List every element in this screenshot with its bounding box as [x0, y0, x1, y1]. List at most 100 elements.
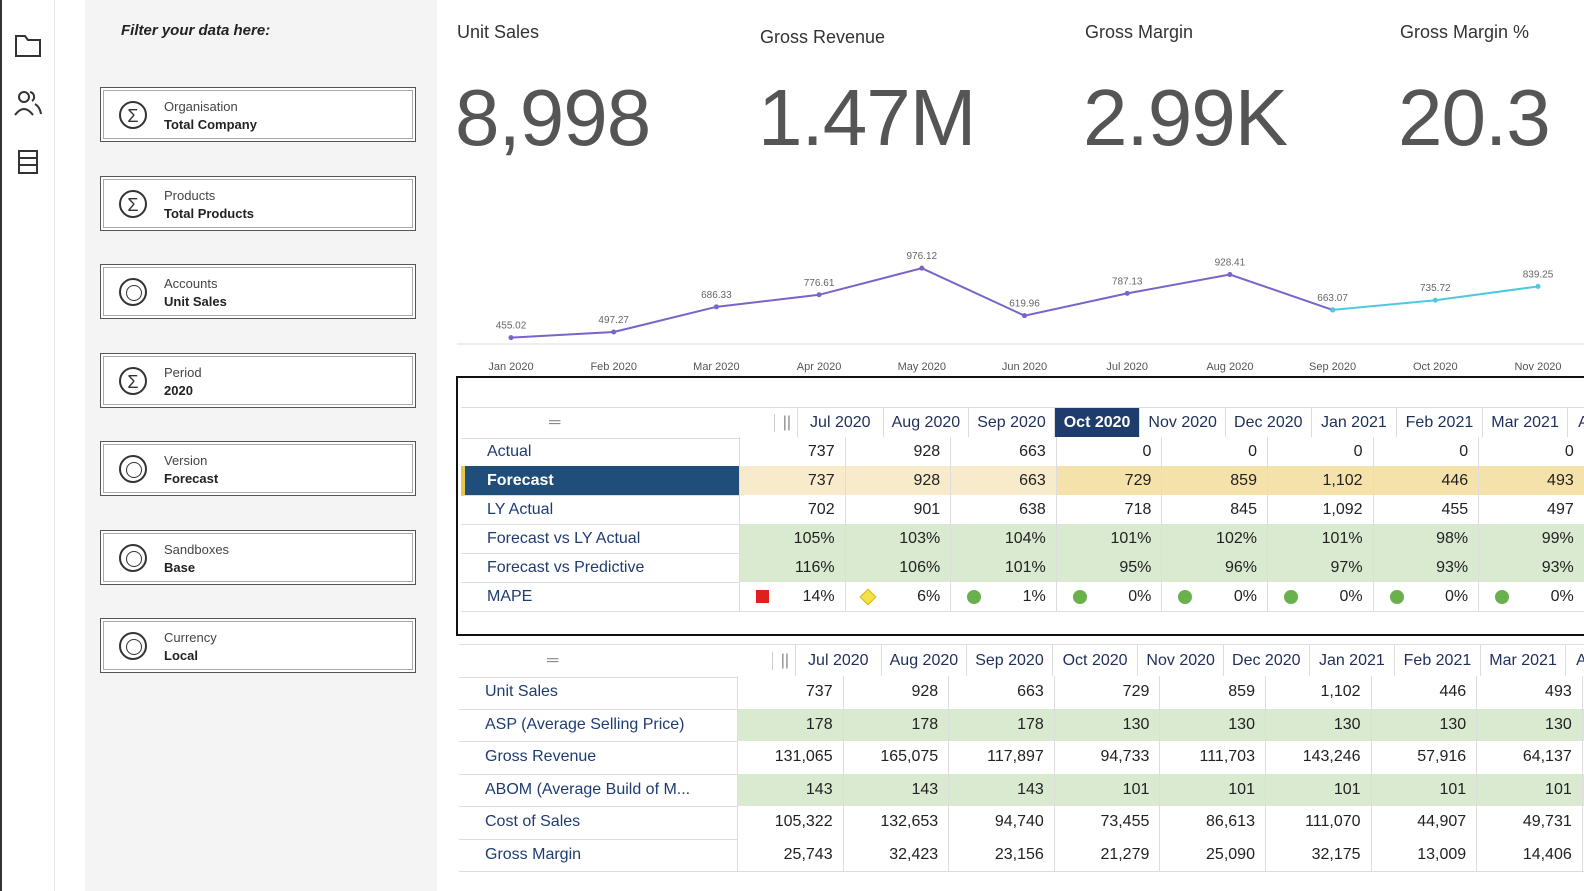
table-cell: 14,406	[1477, 838, 1583, 872]
row-label[interactable]: LY Actual	[461, 495, 740, 525]
row-label[interactable]: Forecast vs Predictive	[461, 553, 740, 583]
status-indicator	[1495, 589, 1510, 604]
cell-value: 101	[1439, 780, 1467, 798]
filter-box[interactable]: Accounts Unit Sales	[100, 264, 416, 319]
column-header[interactable]: Jul 2020	[798, 407, 884, 439]
table-cell: 57,916	[1371, 741, 1478, 775]
column-header[interactable]: Dec 2020	[1223, 644, 1310, 678]
cell-value: 859	[1228, 683, 1255, 701]
column-header[interactable]: Feb 2021	[1395, 644, 1481, 678]
column-header[interactable]: Oct 2020	[1052, 644, 1139, 678]
cell-value: 96%	[1224, 558, 1257, 576]
table-cell: 105%	[740, 524, 846, 554]
cell-value: 1%	[1022, 587, 1046, 605]
filter-value: 2020	[164, 382, 193, 398]
cell-value: 493	[1545, 683, 1572, 701]
filter-icon	[119, 632, 147, 660]
filter-box[interactable]: Σ Period 2020	[100, 352, 416, 408]
filter-box[interactable]: Sandboxes Base	[100, 529, 416, 585]
row-label[interactable]: Gross Revenue	[459, 741, 738, 775]
filter-box[interactable]: Σ Products Total Products	[100, 175, 416, 231]
column-header[interactable]: Sep 2020	[969, 407, 1055, 439]
kpi-label: Gross Margin %	[1400, 22, 1530, 42]
column-header[interactable]: Jan 2021	[1309, 644, 1396, 678]
status-indicator	[859, 588, 877, 605]
data-label: 455.02	[496, 321, 527, 332]
row-label[interactable]: MAPE	[461, 582, 740, 612]
x-tick-label: Jul 2020	[1106, 361, 1148, 373]
table-cell: 928	[845, 437, 952, 467]
table-cell: 101%	[1267, 524, 1374, 554]
cell-value: 1,102	[1322, 471, 1363, 489]
column-header[interactable]: Apr 2021	[1568, 407, 1584, 439]
column-header[interactable]: Nov 2020	[1138, 644, 1224, 678]
cell-value: 94,740	[994, 813, 1044, 831]
row-label[interactable]: Forecast vs LY Actual	[461, 524, 740, 554]
cell-value: 729	[1122, 683, 1150, 701]
filter-label: Accounts	[164, 276, 218, 291]
column-header[interactable]: Apr 2021	[1566, 644, 1584, 678]
row-label[interactable]: Cost of Sales	[459, 806, 738, 840]
filter-value: Unit Sales	[164, 294, 227, 309]
cell-value: 130	[1545, 715, 1572, 733]
column-header[interactable]: Mar 2021	[1482, 407, 1569, 439]
cell-value: 737	[807, 471, 835, 489]
cell-value: 718	[1124, 500, 1152, 518]
filter-box[interactable]: Currency Local	[100, 618, 416, 673]
row-label[interactable]: Gross Margin	[459, 838, 738, 872]
kpi-value: 1.47M	[758, 73, 976, 162]
cell-value: 737	[807, 442, 835, 460]
column-header[interactable]: Nov 2020	[1140, 407, 1226, 439]
point	[611, 329, 617, 335]
list-icon[interactable]	[18, 150, 38, 174]
status-indicator	[1072, 589, 1087, 604]
row-label[interactable]: Forecast	[461, 466, 740, 496]
column-header[interactable]: Mar 2021	[1480, 644, 1567, 678]
table-cell: 111,703	[1160, 741, 1266, 775]
column-header[interactable]: Aug 2020	[883, 407, 970, 439]
row-label[interactable]: Unit Sales	[459, 676, 738, 710]
table-cell: 0	[1479, 437, 1584, 467]
cell-value: 0	[1248, 442, 1257, 460]
filter-box[interactable]: Σ Organisation Total Company	[100, 87, 416, 142]
cell-value: 497	[1547, 500, 1574, 518]
column-header[interactable]: Feb 2021	[1397, 407, 1483, 439]
cell-value: 49,731	[1522, 813, 1572, 831]
cell-value: 178	[1017, 715, 1044, 733]
cell-value: 702	[807, 500, 835, 518]
cell-value: 1,102	[1320, 683, 1361, 701]
column-header[interactable]: Dec 2020	[1225, 407, 1312, 439]
table-cell: 663	[951, 437, 1057, 467]
data-label: 619.96	[1009, 299, 1040, 310]
column-toggle[interactable]: ||	[771, 652, 789, 670]
row-label[interactable]: ABOM (Average Build of M...	[459, 773, 738, 807]
status-indicator	[756, 590, 769, 603]
cell-value: 178	[805, 715, 833, 733]
table-cell: 117,897	[949, 741, 1055, 775]
status-indicator	[1178, 589, 1193, 604]
column-header[interactable]: Sep 2020	[967, 644, 1053, 678]
filter-box[interactable]: Version Forecast	[100, 441, 416, 496]
row-label[interactable]: Actual	[461, 437, 740, 467]
table-cell: 0%	[1056, 582, 1163, 612]
column-header[interactable]: Jul 2020	[796, 644, 882, 678]
row-label[interactable]: ASP (Average Selling Price)	[459, 708, 738, 742]
x-tick-label: Jan 2020	[488, 361, 533, 373]
column-header[interactable]: Oct 2020	[1054, 407, 1141, 439]
column-header[interactable]: Jan 2021	[1311, 407, 1398, 439]
cell-value: 23,156	[994, 845, 1044, 863]
folder-icon[interactable]	[15, 35, 41, 57]
column-header[interactable]: Aug 2020	[881, 644, 968, 678]
users-icon[interactable]	[18, 91, 30, 103]
table-cell: 165,075	[843, 741, 950, 775]
x-tick-label: Apr 2020	[797, 361, 842, 373]
cell-value: 859	[1230, 471, 1257, 489]
table-cell: 101	[1265, 773, 1372, 807]
cell-value: 21,279	[1100, 845, 1150, 863]
cell-value: 0%	[1339, 587, 1363, 605]
table-cell: 0	[1267, 437, 1374, 467]
data-table: ═ || Jul 2020 Aug 2020 Sep 2020 Oct 2020 Nov 2…	[456, 644, 1584, 891]
column-toggle[interactable]: ||	[773, 414, 791, 432]
cell-value: 0	[1459, 442, 1469, 460]
data-label: 787.13	[1112, 276, 1143, 287]
